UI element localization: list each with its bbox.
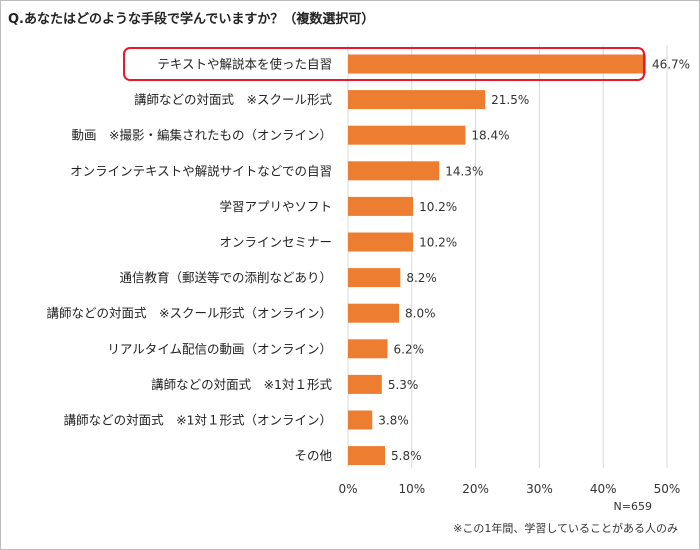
category-label: リアルタイム配信の動画（オンライン） xyxy=(107,341,332,356)
value-label: 46.7% xyxy=(652,58,690,72)
bar xyxy=(348,410,373,430)
bar xyxy=(348,232,414,252)
bar xyxy=(348,268,401,288)
bar xyxy=(348,161,440,181)
value-label: 10.2% xyxy=(419,200,457,214)
category-label: オンラインセミナー xyxy=(219,235,332,250)
category-label: 通信教育（郵送等での添削などあり） xyxy=(119,270,332,285)
bar xyxy=(348,446,386,466)
category-label: 動画 ※撮影・編集されたもの（オンライン） xyxy=(72,128,332,143)
category-label: 講師などの対面式 ※スクール形式（オンライン） xyxy=(47,306,332,321)
highlight xyxy=(123,47,645,81)
bar xyxy=(348,125,466,145)
footnote: ※この1年間、学習していることがある人のみ xyxy=(453,522,678,535)
category-label: 講師などの対面式 ※1対１形式 xyxy=(151,377,332,392)
value-label: 5.3% xyxy=(388,378,419,392)
bar xyxy=(348,339,388,359)
chart-title: Q.あなたはどのような手段で学んでいますか？（複数選択可） xyxy=(8,12,375,27)
bar xyxy=(348,374,382,394)
x-axis-ticks: 0% 10% 20% 30% 40% 50% xyxy=(338,482,680,496)
value-label: 14.3% xyxy=(445,164,483,178)
category-label: 学習アプリやソフト xyxy=(219,199,332,214)
x-tick-label: 40% xyxy=(590,482,617,496)
x-tick-label: 20% xyxy=(462,482,489,496)
value-label: 21.5% xyxy=(491,93,529,107)
value-label: 18.4% xyxy=(471,129,509,143)
bar xyxy=(348,90,486,110)
bar xyxy=(348,196,414,216)
value-label: 6.2% xyxy=(394,342,425,356)
value-label: 10.2% xyxy=(419,236,457,250)
x-tick-label: 0% xyxy=(338,482,357,496)
value-label: 5.8% xyxy=(391,449,422,463)
value-label: 8.0% xyxy=(405,307,436,321)
value-label: 3.8% xyxy=(378,414,409,428)
sample-size-label: N=659 xyxy=(613,500,652,513)
category-label: オンラインテキストや解説サイトなどでの自習 xyxy=(70,163,332,178)
category-label: その他 xyxy=(294,448,332,463)
x-tick-label: 10% xyxy=(398,482,425,496)
bar xyxy=(348,303,400,323)
gridlines xyxy=(347,45,668,468)
category-label: 講師などの対面式 ※スクール形式 xyxy=(134,92,332,107)
value-label: 8.2% xyxy=(406,271,437,285)
x-tick-label: 50% xyxy=(654,482,681,496)
category-label: 講師などの対面式 ※1対１形式（オンライン） xyxy=(64,413,332,428)
bar xyxy=(348,54,646,74)
category-label: テキストや解説本を使った自習 xyxy=(157,57,332,72)
bars xyxy=(348,54,646,466)
x-tick-label: 30% xyxy=(526,482,553,496)
highlight-box xyxy=(123,47,645,81)
value-labels: 46.7% 21.5% 18.4% 14.3% 10.2% 10.2% 8.2% 8.0% 6.… xyxy=(378,58,690,464)
